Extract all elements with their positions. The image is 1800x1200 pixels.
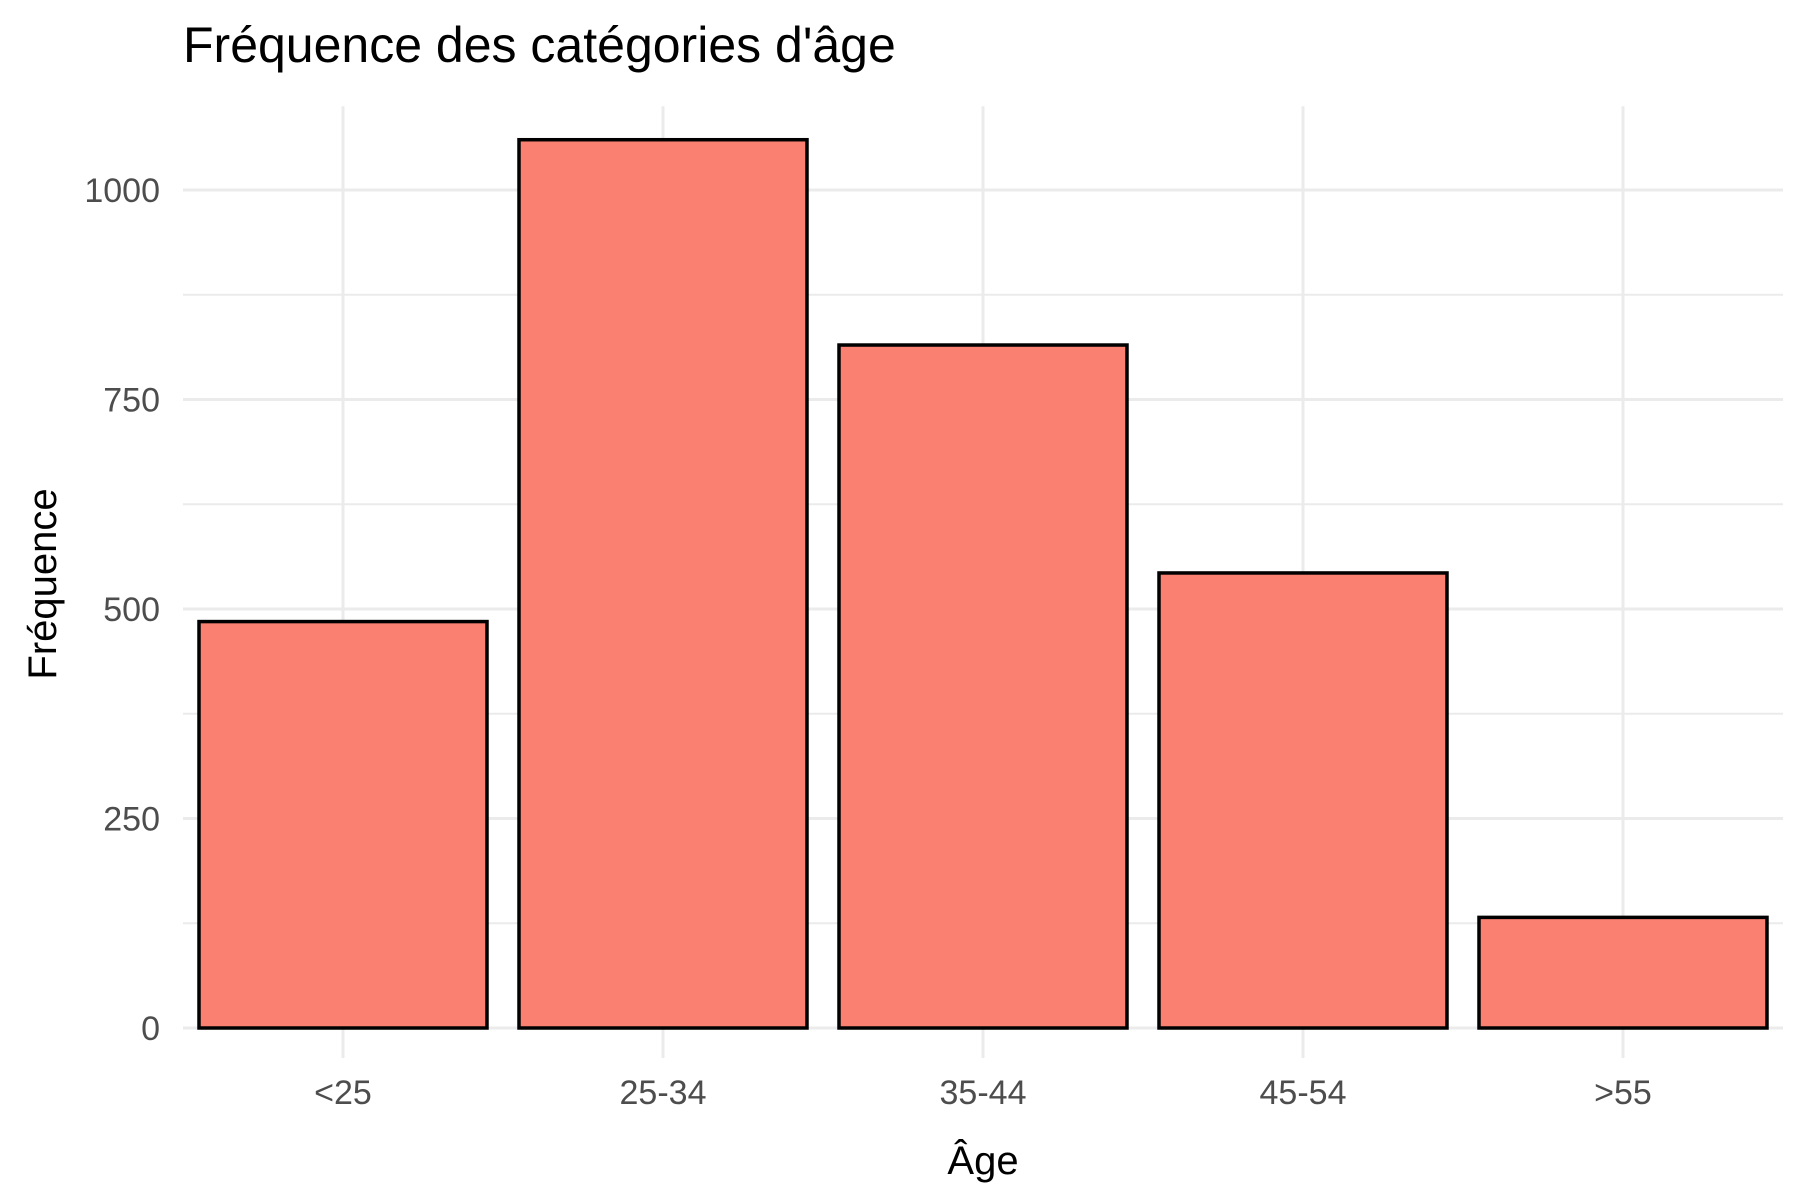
y-tick-label: 250 xyxy=(103,801,160,839)
bar-0 xyxy=(197,619,489,1030)
bar-3 xyxy=(1157,571,1449,1030)
bars xyxy=(197,137,1769,1030)
x-tick-label: <25 xyxy=(314,1074,372,1112)
y-axis-title: Fréquence xyxy=(21,488,65,679)
y-axis-ticks: 0 250 500 750 1000 xyxy=(84,172,160,1048)
x-tick-label: 35-44 xyxy=(940,1074,1027,1112)
chart-title: Fréquence des catégories d'âge xyxy=(183,17,896,73)
x-tick-label: 45-54 xyxy=(1260,1074,1347,1112)
bar-1 xyxy=(517,137,809,1030)
x-tick-label: >55 xyxy=(1594,1074,1652,1112)
x-tick-label: 25-34 xyxy=(620,1074,707,1112)
y-tick-label: 750 xyxy=(103,382,160,420)
y-tick-label: 0 xyxy=(141,1010,160,1048)
bar-2 xyxy=(837,343,1129,1030)
x-axis-title: Âge xyxy=(947,1138,1018,1183)
y-tick-label: 1000 xyxy=(84,172,160,210)
x-axis-ticks: <25 25-34 35-44 45-54 >55 xyxy=(314,1074,1652,1112)
y-tick-label: 500 xyxy=(103,591,160,629)
bar-4 xyxy=(1477,915,1769,1030)
